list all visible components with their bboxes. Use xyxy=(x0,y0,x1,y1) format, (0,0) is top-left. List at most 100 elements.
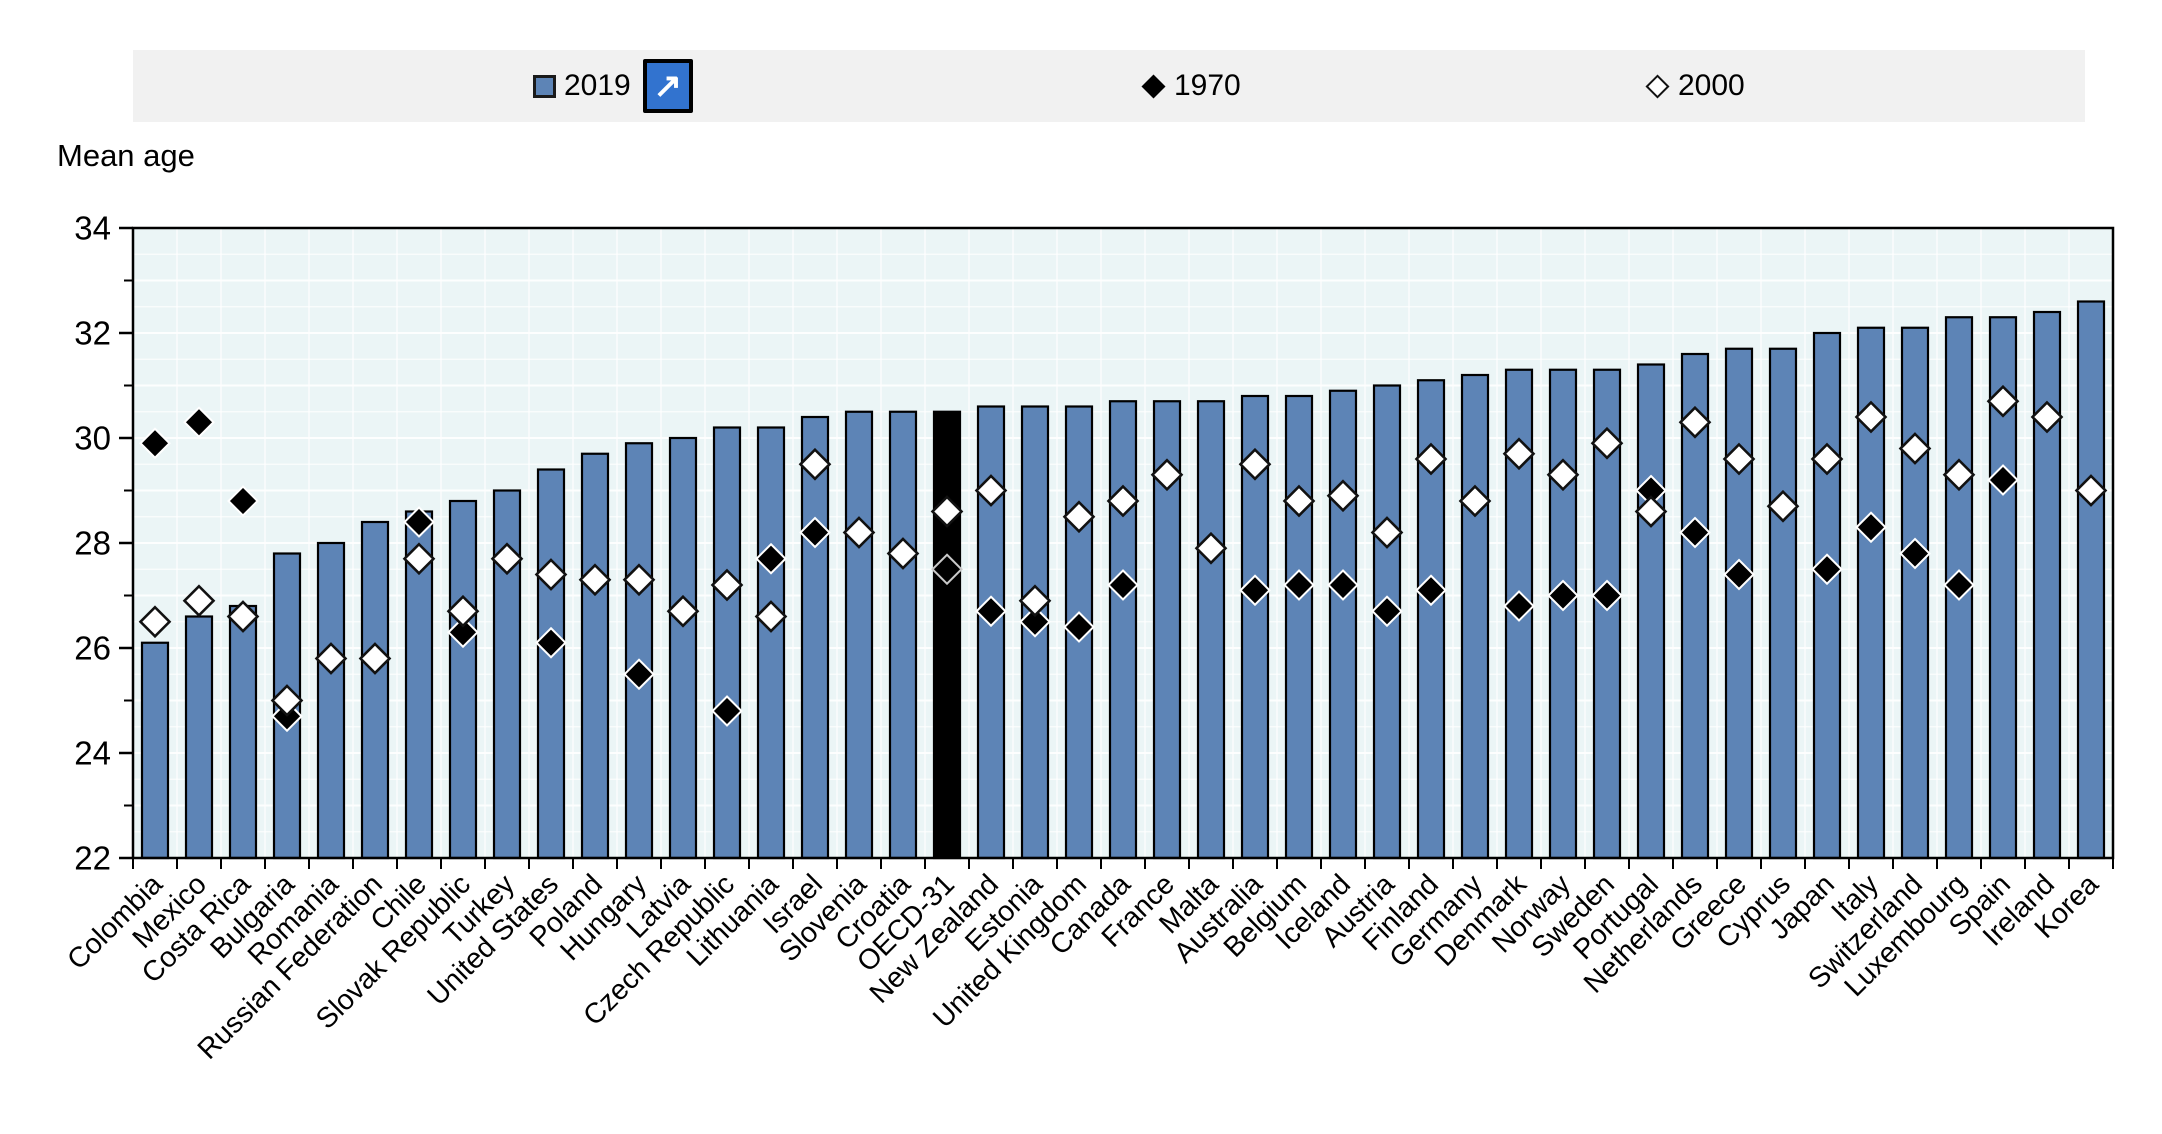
marker-1970-lithuania xyxy=(755,542,787,575)
y-tick-label-28: 28 xyxy=(74,525,111,562)
bar-2019-greece xyxy=(1724,347,1754,860)
marker-2000-romania xyxy=(314,642,348,675)
bar-2019-russian-federation xyxy=(360,520,390,860)
bar-2019-belgium xyxy=(1284,394,1314,860)
bar-2019-mexico xyxy=(184,615,214,860)
marker-1970-greece xyxy=(1723,558,1755,591)
marker-2000-switzerland xyxy=(1898,432,1932,465)
bar-2019-iceland xyxy=(1328,389,1358,860)
bar-2019-switzerland xyxy=(1900,326,1930,860)
marker-2000-luxembourg xyxy=(1942,458,1976,492)
marker-1970-iceland xyxy=(1327,569,1359,601)
bar-2019-latvia xyxy=(668,436,698,860)
marker-2000-finland xyxy=(1414,442,1448,476)
marker-2000-croatia xyxy=(886,537,920,570)
marker-1970-new-zealand xyxy=(975,595,1007,628)
marker-1970-denmark xyxy=(1503,590,1535,622)
y-tick-label-26: 26 xyxy=(74,630,111,667)
marker-2000-portugal xyxy=(1634,495,1668,528)
marker-2000-slovak-republic xyxy=(446,594,480,628)
marker-1970-colombia xyxy=(139,427,171,460)
marker-2000-hungary xyxy=(622,563,656,597)
bar-2019-colombia xyxy=(140,641,170,860)
bar-2019-canada xyxy=(1108,400,1138,860)
marker-2000-iceland xyxy=(1326,479,1360,513)
marker-2000-estonia xyxy=(1018,584,1052,618)
marker-1970-canada xyxy=(1107,569,1139,601)
marker-2000-austria xyxy=(1370,516,1404,549)
marker-1970-australia xyxy=(1239,574,1271,607)
marker-2000-germany xyxy=(1458,484,1492,518)
marker-2000-slovenia xyxy=(842,516,876,549)
y-tick-label-22: 22 xyxy=(74,840,111,877)
marker-2000-israel xyxy=(798,447,832,481)
marker-1970-slovak-republic xyxy=(447,616,479,649)
marker-2000-cyprus xyxy=(1766,489,1800,523)
marker-1970-oecd-31 xyxy=(931,553,963,586)
marker-2000-colombia xyxy=(138,605,172,639)
marker-2000-oecd-31 xyxy=(930,495,964,528)
y-axis-title: Mean age xyxy=(57,138,195,173)
marker-2000-japan xyxy=(1810,442,1844,476)
bar-2019-slovenia xyxy=(844,410,874,860)
marker-1970-mexico xyxy=(183,406,215,439)
y-tick-label-24: 24 xyxy=(74,735,111,772)
legend-label-2019: 2019 xyxy=(564,69,631,102)
bar-2019-oecd-31 xyxy=(932,410,962,860)
y-tick-label-32: 32 xyxy=(74,315,111,352)
legend-item-2000[interactable]: 2000 xyxy=(1645,50,1745,122)
marker-1970-finland xyxy=(1415,574,1447,607)
marker-1970-norway xyxy=(1547,579,1579,612)
marker-2000-mexico xyxy=(182,584,216,618)
bar-2019-malta xyxy=(1196,400,1226,860)
legend-item-2019[interactable]: 2019 ↗ xyxy=(533,50,693,122)
bar-2019-poland xyxy=(580,452,610,860)
marker-1970-united-states xyxy=(535,626,567,659)
open-interactive-chart-button[interactable]: ↗ xyxy=(642,59,693,113)
marker-2000-costa-rica xyxy=(226,600,260,633)
y-tick-label-30: 30 xyxy=(74,420,111,457)
marker-2000-belgium xyxy=(1282,484,1316,518)
marker-2000-greece xyxy=(1722,442,1756,476)
marker-1970-estonia xyxy=(1019,605,1051,638)
bar-2019-romania xyxy=(316,541,346,860)
marker-2000-latvia xyxy=(666,594,700,628)
marker-1970-italy xyxy=(1855,511,1887,544)
bar-2019-korea xyxy=(2076,300,2106,860)
bar-2019-hungary xyxy=(624,442,654,860)
bar-2019-israel xyxy=(800,415,830,860)
marker-1970-belgium xyxy=(1283,569,1315,601)
marker-2000-france xyxy=(1150,458,1184,492)
legend-item-1970[interactable]: 1970 xyxy=(1141,50,1241,122)
bar-2019-germany xyxy=(1460,373,1490,860)
marker-2000-ireland xyxy=(2030,400,2064,434)
marker-2000-russian-federation xyxy=(358,642,392,675)
legend: 2019 ↗ 1970 2000 xyxy=(133,50,2085,122)
marker-1970-chile xyxy=(403,506,435,538)
marker-2000-chile xyxy=(402,542,436,576)
bar-2019-slovak-republic xyxy=(448,499,478,860)
bar-2019-czech-republic xyxy=(712,426,742,860)
marker-1970-japan xyxy=(1811,553,1843,586)
marker-2000-spain xyxy=(1986,384,2020,418)
bar-2019-portugal xyxy=(1636,363,1666,860)
marker-1970-costa-rica xyxy=(227,485,259,517)
bar-2019-croatia xyxy=(888,410,918,860)
marker-1970-netherlands xyxy=(1679,516,1711,549)
bar-swatch-icon xyxy=(533,74,556,98)
marker-2000-italy xyxy=(1854,400,1888,434)
marker-1970-austria xyxy=(1371,595,1403,628)
marker-2000-turkey xyxy=(490,542,524,576)
marker-1970-israel xyxy=(799,516,831,549)
bar-2019-costa-rica xyxy=(228,604,258,860)
legend-label-1970: 1970 xyxy=(1174,69,1241,102)
marker-2000-sweden xyxy=(1590,426,1624,460)
bar-2019-ireland xyxy=(2032,310,2062,860)
bar-2019-lithuania xyxy=(756,426,786,860)
marker-1970-spain xyxy=(1987,464,2019,496)
marker-2000-lithuania xyxy=(754,600,788,633)
marker-2000-denmark xyxy=(1502,437,1536,471)
marker-2000-malta xyxy=(1194,531,1228,565)
